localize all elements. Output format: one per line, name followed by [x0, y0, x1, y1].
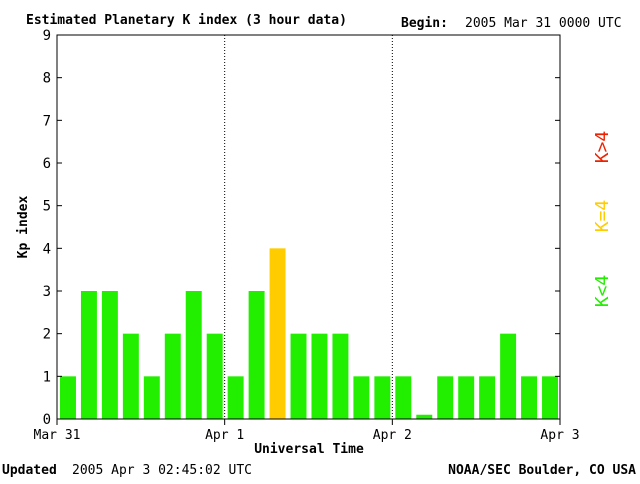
y-tick-label: 6 [43, 156, 51, 172]
kp-bar [227, 376, 244, 419]
kp-bar [101, 291, 118, 419]
kp-bar [479, 376, 496, 419]
legend-low: K<4 [592, 275, 613, 308]
y-tick-label: 0 [43, 412, 51, 428]
x-tick-label: Apr 3 [540, 428, 579, 443]
y-tick-label: 2 [43, 327, 51, 343]
kp-bar [143, 376, 160, 419]
legend-equal: K=4 [592, 200, 613, 233]
kp-bar [542, 376, 558, 419]
y-tick-label: 7 [43, 113, 51, 129]
source-label: NOAA/SEC Boulder, CO USA [448, 463, 636, 478]
x-axis-title: Universal Time [254, 442, 364, 457]
y-tick-label: 3 [43, 284, 51, 300]
kp-bar [437, 376, 454, 419]
kp-bar [185, 291, 202, 419]
x-tick-label: Apr 1 [205, 428, 244, 443]
legend-high: K>4 [592, 131, 613, 164]
begin-value: 2005 Mar 31 0000 UTC [465, 16, 622, 31]
updated-label: Updated [2, 463, 57, 478]
kp-bar [290, 333, 307, 419]
y-tick-label: 1 [43, 369, 51, 385]
kp-bar [521, 376, 538, 419]
y-tick-label: 8 [43, 71, 51, 87]
kp-bar [269, 248, 286, 419]
kp-bar [458, 376, 475, 419]
kp-bar [122, 333, 139, 419]
kp-bar [395, 376, 412, 419]
plot-area: 0 1 2 3 4 5 6 7 8 9 Mar 31 Apr 1 Apr 2 Apr 3 [34, 28, 580, 443]
y-tick-label: 9 [43, 28, 51, 44]
x-tick-label: Mar 31 [34, 428, 81, 443]
kp-bar [80, 291, 97, 419]
chart-title: Estimated Planetary K index (3 hour data… [26, 13, 347, 28]
y-tick-label: 4 [43, 241, 51, 257]
kp-bar [164, 333, 181, 419]
kp-bar [248, 291, 265, 419]
kp-bar [332, 333, 349, 419]
kp-bar [500, 333, 517, 419]
kp-bar [374, 376, 391, 419]
x-tick-label: Apr 2 [373, 428, 412, 443]
kp-bar [206, 333, 223, 419]
kp-bar [353, 376, 370, 419]
updated-value: 2005 Apr 3 02:45:02 UTC [72, 463, 252, 478]
kp-bar [416, 414, 433, 419]
kp-bar [311, 333, 328, 419]
y-axis-title: Kp index [16, 196, 31, 259]
begin-label: Begin: [401, 16, 448, 31]
y-tick-label: 5 [43, 199, 51, 215]
kp-bar [60, 376, 76, 419]
plot-frame [56, 34, 561, 420]
